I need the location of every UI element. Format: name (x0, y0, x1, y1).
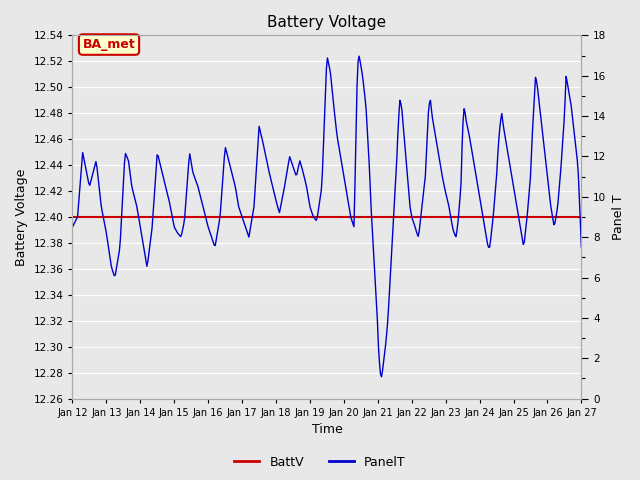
Legend: BattV, PanelT: BattV, PanelT (229, 451, 411, 474)
X-axis label: Time: Time (312, 423, 342, 436)
Y-axis label: Battery Voltage: Battery Voltage (15, 168, 28, 265)
Title: Battery Voltage: Battery Voltage (268, 15, 387, 30)
Y-axis label: Panel T: Panel T (612, 194, 625, 240)
Text: BA_met: BA_met (83, 38, 136, 51)
